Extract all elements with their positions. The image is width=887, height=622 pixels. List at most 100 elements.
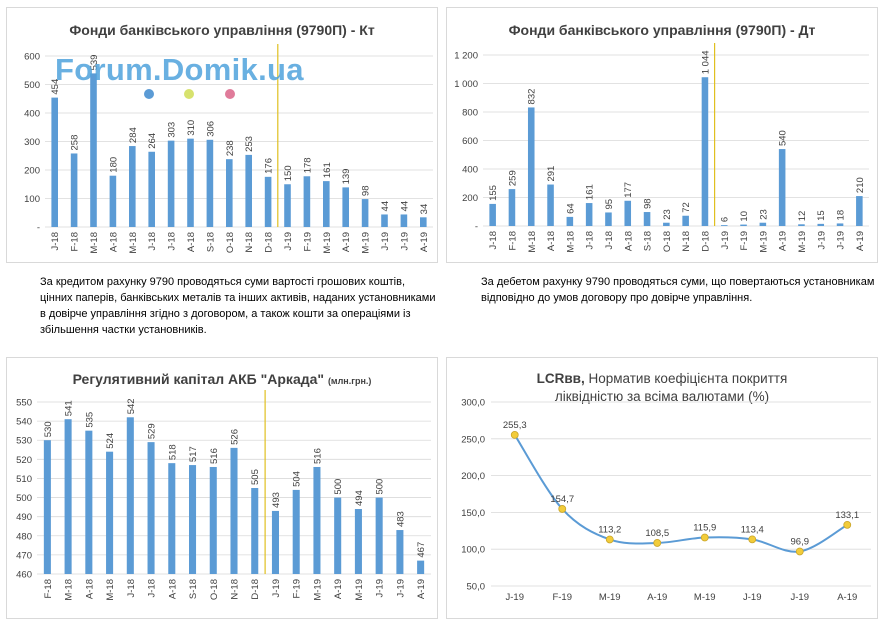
bar (168, 463, 176, 574)
x-tick-label: D-18 (700, 231, 711, 252)
data-label: 259 (507, 170, 518, 186)
data-label: 6 (720, 217, 731, 222)
x-tick-label: M-19 (361, 232, 372, 254)
x-tick-label: J-18 (50, 232, 61, 250)
data-label: 154,7 (550, 494, 574, 505)
data-label: 161 (322, 162, 333, 178)
data-label: 832 (527, 89, 538, 105)
bar (420, 217, 427, 227)
data-label: 18 (836, 210, 847, 221)
data-label: 44 (380, 201, 391, 212)
bar (251, 488, 259, 574)
data-label: 516 (312, 448, 323, 464)
y-tick-label: 200 (24, 166, 40, 177)
bar (109, 175, 117, 227)
x-tick-label: J-18 (126, 579, 137, 597)
x-tick-label: A-18 (623, 231, 634, 251)
data-label: 115,9 (693, 522, 716, 533)
data-label: 303 (167, 122, 178, 138)
x-tick-label: M-19 (322, 232, 333, 254)
chart-title: LCRвв, Норматив коефіцієнта покриття лік… (447, 370, 877, 406)
y-tick-label: 550 (16, 398, 32, 409)
x-tick-label: F-18 (70, 232, 81, 252)
data-label: 504 (292, 471, 303, 487)
x-tick-label: A-18 (167, 579, 178, 599)
bar (396, 530, 404, 574)
x-tick-label: A-18 (108, 232, 119, 252)
watermark-dot (225, 89, 235, 99)
bar (334, 497, 342, 574)
bar (206, 139, 214, 227)
bar (682, 215, 689, 226)
bar (663, 222, 670, 226)
data-label: 494 (354, 490, 365, 506)
x-tick-label: M-18 (565, 231, 576, 253)
data-label: 454 (50, 79, 61, 95)
data-label: 113,4 (741, 524, 764, 535)
y-tick-label: 100 (24, 194, 40, 205)
bar (245, 154, 252, 227)
x-tick-label: J-19 (395, 579, 406, 597)
bar (585, 203, 593, 226)
y-tick-label: 480 (16, 531, 32, 542)
x-tick-label: O-18 (225, 232, 236, 253)
lcr-chart: LCRвв, Норматив коефіцієнта покриття лік… (446, 357, 878, 619)
y-tick-label: 530 (16, 436, 32, 447)
debit-description: За дебетом рахунку 9790 проводяться суми… (481, 276, 875, 304)
x-tick-label: M-19 (312, 579, 323, 601)
chart-title-rest: Норматив коефіцієнта покриття (584, 371, 788, 386)
bar (226, 159, 233, 227)
y-tick-label: 490 (16, 512, 32, 523)
y-tick-label: 400 (462, 165, 478, 176)
bar (361, 199, 369, 227)
data-label: 10 (739, 211, 750, 222)
x-tick-label: N-18 (681, 231, 692, 252)
data-label: 12 (797, 211, 808, 222)
data-label: 180 (108, 157, 119, 173)
watermark-dot (184, 89, 194, 99)
bar (313, 466, 321, 574)
bar (284, 184, 291, 227)
bar (547, 184, 554, 226)
bar (209, 466, 217, 574)
y-tick-label: 510 (16, 474, 32, 485)
data-label: 177 (623, 182, 634, 198)
x-tick-label: D-18 (264, 232, 275, 253)
data-label: 258 (70, 135, 81, 151)
bar (740, 224, 747, 226)
data-label: 284 (128, 127, 139, 143)
bar (43, 440, 51, 574)
x-tick-label: A-18 (186, 232, 197, 252)
data-label: 150 (283, 165, 294, 181)
data-point (558, 505, 567, 513)
data-label: 23 (758, 209, 769, 220)
data-label: 108,5 (645, 528, 669, 539)
chart-title-line2: ліквідністю за всіма валютами (%) (554, 389, 770, 404)
x-tick-label: M-19 (797, 231, 808, 253)
bar (605, 212, 612, 226)
x-tick-label: O-18 (209, 579, 220, 600)
data-label: 542 (126, 398, 137, 414)
bar (292, 489, 300, 574)
bar (85, 430, 93, 574)
credit-funds-chart: Фонди банківського управління (9790П) - … (6, 7, 438, 263)
x-tick-label: J-19 (836, 231, 847, 249)
y-tick-label: 500 (16, 493, 32, 504)
data-point (843, 520, 852, 529)
data-label: 96,9 (791, 536, 810, 547)
y-tick-label: 250,0 (461, 434, 485, 445)
x-tick-label: A-18 (84, 579, 95, 599)
x-tick-label: M-19 (758, 231, 769, 253)
bar (527, 107, 535, 226)
data-label: 526 (230, 429, 241, 445)
x-tick-label: N-18 (244, 232, 255, 253)
bar (64, 419, 72, 574)
y-tick-label: 300,0 (461, 398, 485, 409)
x-tick-label: F-19 (292, 579, 303, 599)
x-tick-label: F-19 (552, 592, 572, 603)
bar (624, 200, 632, 226)
x-tick-label: J-18 (585, 231, 596, 249)
data-label: 500 (375, 479, 386, 495)
bar (323, 181, 330, 227)
x-tick-label: A-19 (419, 232, 430, 252)
